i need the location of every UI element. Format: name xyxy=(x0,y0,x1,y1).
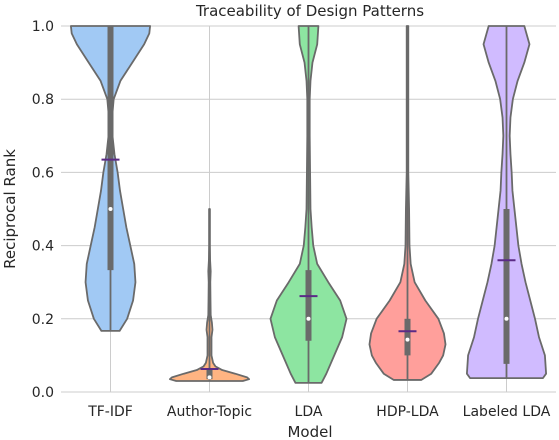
y-tick-label: 0.6 xyxy=(32,165,54,181)
x-tick-label: Labeled LDA xyxy=(463,404,551,420)
violin-median-dot xyxy=(207,375,212,380)
x-tick-label: TF-IDF xyxy=(87,404,133,420)
violin-hdp-lda xyxy=(368,25,447,381)
y-axis-label: Reciprocal Rank xyxy=(1,149,19,269)
violin-median-dot xyxy=(405,337,410,342)
y-tick-label: 0.2 xyxy=(32,312,54,328)
violin-median-dot xyxy=(108,207,113,211)
violin-lda xyxy=(269,25,348,384)
violin-author-topic xyxy=(169,208,250,382)
x-tick-label: LDA xyxy=(295,404,323,420)
x-axis-label: Model xyxy=(287,423,332,440)
y-tick-label: 0.0 xyxy=(32,385,54,401)
violin-median-dot xyxy=(306,316,311,321)
violins xyxy=(70,25,547,384)
x-tick-label: HDP-LDA xyxy=(376,404,439,420)
violin-median-dot xyxy=(504,316,509,321)
y-tick-label: 1.0 xyxy=(32,19,54,35)
x-ticks: TF-IDF Author-Topic LDA HDP-LDA Labeled LDA xyxy=(87,404,551,420)
y-ticks: 0.0 0.2 0.4 0.6 0.8 1.0 xyxy=(32,19,54,401)
chart-title: Traceability of Design Patterns xyxy=(195,2,424,20)
violin-tf-idf xyxy=(70,25,151,332)
violin-labeled-lda xyxy=(466,25,547,379)
x-tick-label: Author-Topic xyxy=(167,404,252,420)
y-tick-label: 0.4 xyxy=(32,239,54,255)
y-tick-label: 0.8 xyxy=(32,92,54,108)
